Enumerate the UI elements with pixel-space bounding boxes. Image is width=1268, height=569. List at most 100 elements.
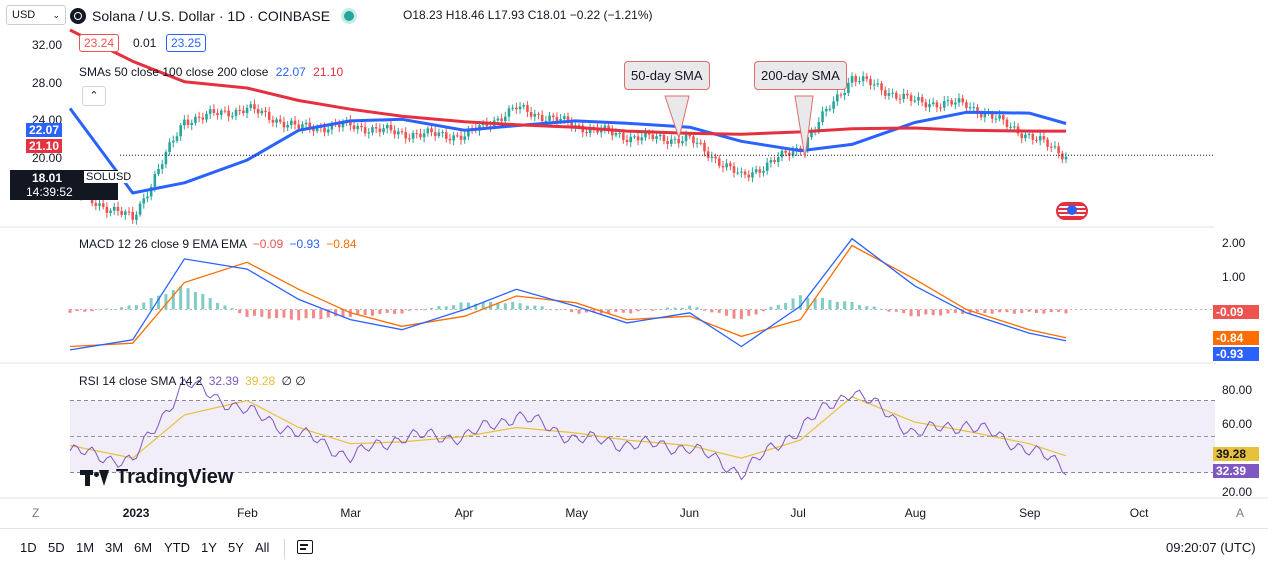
tradingview-logo[interactable]: TradingView bbox=[80, 466, 233, 489]
candle-body bbox=[1031, 134, 1035, 140]
timeframe-6m[interactable]: 6M bbox=[134, 540, 153, 555]
macd-hist-bar bbox=[806, 297, 810, 310]
sma50-callout[interactable]: 50-day SMA bbox=[624, 61, 710, 90]
macd-hist-bar bbox=[629, 309, 633, 314]
time-label: Sep bbox=[1019, 506, 1041, 520]
currency-select[interactable]: USD ⌄ bbox=[6, 5, 66, 25]
sma200-callout[interactable]: 200-day SMA bbox=[754, 61, 847, 90]
candle-body bbox=[994, 118, 998, 120]
candle-body bbox=[551, 115, 555, 118]
candle-body bbox=[168, 142, 171, 153]
candle-body bbox=[618, 132, 621, 134]
candle-body bbox=[385, 124, 389, 129]
time-label: Feb bbox=[237, 506, 258, 520]
candle-body bbox=[736, 172, 739, 174]
us-flag-icon[interactable] bbox=[1056, 202, 1088, 220]
candle-body bbox=[312, 128, 315, 132]
candle-body bbox=[684, 134, 688, 142]
macd-hist-bar bbox=[105, 308, 109, 310]
candle-body bbox=[880, 83, 883, 91]
candle-body bbox=[758, 169, 762, 173]
timeframe-all[interactable]: All bbox=[255, 540, 270, 555]
candle-body bbox=[570, 122, 573, 128]
timeframe-1y[interactable]: 1Y bbox=[201, 540, 217, 555]
date-range-icon[interactable] bbox=[297, 540, 313, 554]
timeframe-1d[interactable]: 1D bbox=[20, 540, 37, 555]
candle-body bbox=[655, 136, 658, 139]
sma50-axis-tag: 22.07 bbox=[26, 123, 63, 137]
macd-signal-value: −0.84 bbox=[326, 237, 357, 251]
macd-hist-bar bbox=[230, 308, 234, 310]
candle-body bbox=[341, 122, 345, 128]
time-label: Apr bbox=[454, 506, 474, 520]
macd-hist-bar bbox=[762, 309, 766, 312]
buy-price[interactable]: 23.25 bbox=[166, 34, 207, 52]
candle-body bbox=[282, 121, 286, 128]
sell-price[interactable]: 23.24 bbox=[79, 34, 120, 52]
timeframe-5d[interactable]: 5D bbox=[48, 540, 65, 555]
macd-signal-tag: -0.84 bbox=[1213, 331, 1259, 345]
sma200-axis-tag: 21.10 bbox=[26, 139, 63, 153]
candle-body bbox=[397, 131, 400, 135]
macd-hist-bar bbox=[695, 307, 699, 310]
macd-hist-bar bbox=[1049, 309, 1053, 313]
macd-hist-bar bbox=[1034, 309, 1038, 313]
candle-body bbox=[127, 211, 131, 213]
candle-body bbox=[821, 111, 824, 123]
candle-body bbox=[596, 128, 599, 133]
candle-body bbox=[260, 110, 264, 114]
timeframe-ytd[interactable]: YTD bbox=[164, 540, 190, 555]
candle-body bbox=[308, 122, 312, 129]
candle-body bbox=[917, 97, 920, 101]
candle-body bbox=[751, 172, 754, 178]
macd-hist-bar bbox=[961, 309, 965, 314]
candle-body bbox=[422, 133, 426, 138]
candle-body bbox=[267, 111, 271, 120]
candle-body bbox=[356, 125, 360, 130]
macd-hist-bar bbox=[223, 305, 227, 310]
candle-body bbox=[444, 132, 448, 139]
zoom-left-button[interactable]: Z bbox=[32, 506, 40, 520]
candle-body bbox=[555, 117, 559, 122]
candle-body bbox=[729, 163, 732, 167]
candle-body bbox=[603, 125, 607, 130]
timeframe-5y[interactable]: 5Y bbox=[228, 540, 244, 555]
candle-body bbox=[411, 133, 415, 139]
macd-hist-bar bbox=[267, 309, 271, 319]
candle-body bbox=[780, 150, 784, 158]
candle-body bbox=[208, 109, 212, 114]
utc-clock[interactable]: 09:20:07 (UTC) bbox=[1166, 540, 1256, 555]
macd-hist-bar bbox=[835, 301, 839, 310]
macd-hist-bar bbox=[614, 309, 618, 312]
candle-body bbox=[714, 156, 717, 159]
macd-hist-bar bbox=[385, 309, 389, 313]
timeframe-1m[interactable]: 1M bbox=[76, 540, 95, 555]
candle-body bbox=[529, 111, 533, 117]
macd-hist-bar bbox=[975, 309, 979, 312]
candle-body bbox=[732, 166, 736, 173]
macd-hist-bar bbox=[983, 309, 987, 313]
candle-body bbox=[253, 104, 256, 110]
candle-body bbox=[264, 110, 267, 112]
macd-hist-bar bbox=[769, 306, 773, 310]
candle-body bbox=[843, 92, 846, 96]
zoom-right-button[interactable]: A bbox=[1236, 506, 1245, 520]
timeframe-3m[interactable]: 3M bbox=[105, 540, 124, 555]
candle-body bbox=[496, 118, 500, 121]
candle-body bbox=[500, 118, 503, 122]
macd-legend[interactable]: MACD 12 26 close 9 EMA EMA −0.09 −0.93 −… bbox=[79, 237, 357, 251]
rsi-tick-80: 80.00 bbox=[1222, 383, 1253, 397]
sma50-callout-pointer bbox=[664, 95, 690, 140]
macd-hist-bar bbox=[924, 309, 928, 315]
macd-hist-bar bbox=[157, 295, 161, 310]
candle-body bbox=[762, 170, 765, 173]
sma50-value: 22.07 bbox=[275, 65, 306, 79]
candle-body bbox=[754, 169, 758, 173]
candle-body bbox=[1027, 134, 1031, 136]
candle-body bbox=[699, 142, 703, 144]
candle-body bbox=[160, 164, 164, 169]
rsi-legend[interactable]: RSI 14 close SMA 14 2 32.39 39.28 ∅ ∅ bbox=[79, 374, 306, 388]
sma-legend[interactable]: SMAs 50 close 100 close 200 close 22.07 … bbox=[79, 65, 343, 79]
collapse-legend-button[interactable]: ⌃ bbox=[82, 86, 106, 106]
